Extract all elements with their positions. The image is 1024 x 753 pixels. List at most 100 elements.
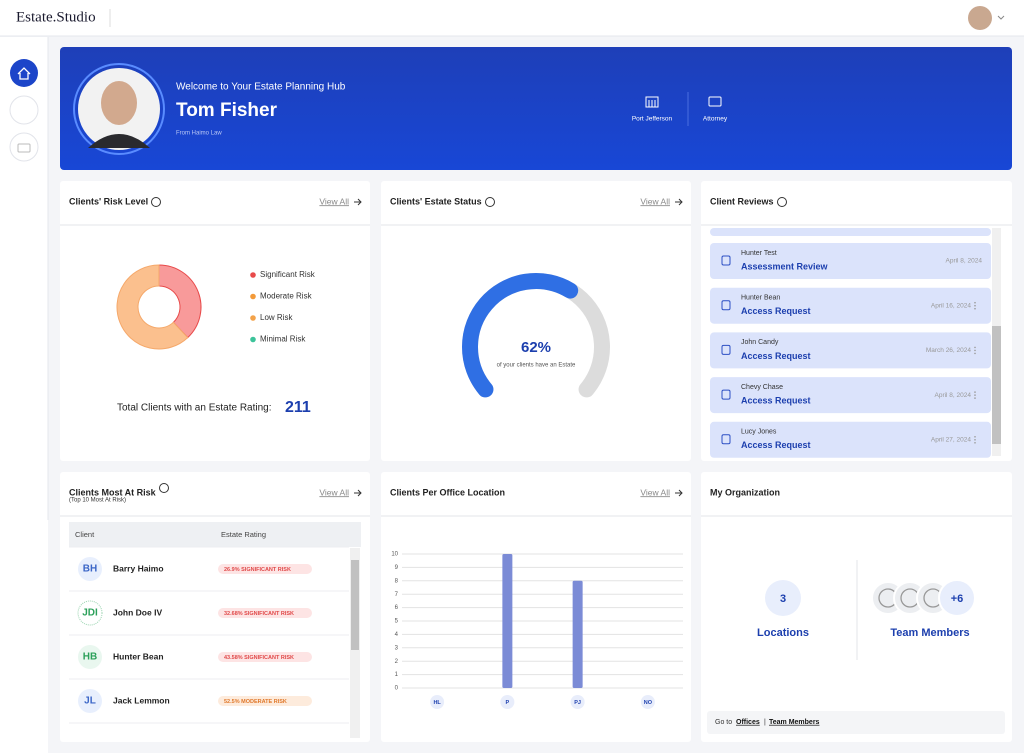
legend-label: Minimal Risk xyxy=(260,335,306,344)
more-dot xyxy=(974,436,976,438)
y-tick-label: 8 xyxy=(395,578,399,584)
y-tick-label: 7 xyxy=(395,592,399,598)
legend-label: Moderate Risk xyxy=(260,292,313,301)
more-dot xyxy=(974,394,976,396)
review-type: Access Request xyxy=(741,440,811,450)
client-initials: BH xyxy=(83,564,97,575)
y-tick-label: 0 xyxy=(395,686,399,692)
team-label: Team Members xyxy=(890,627,969,639)
review-date: April 8, 2024 xyxy=(935,392,972,399)
team-link[interactable]: Team Members xyxy=(769,719,820,726)
review-type: Access Request xyxy=(741,306,811,316)
legend-dot xyxy=(250,293,256,300)
review-icon xyxy=(721,344,731,355)
user-avatar[interactable] xyxy=(968,6,992,30)
legend-dot xyxy=(250,272,256,278)
nav-clients[interactable] xyxy=(9,95,39,125)
review-type: Assessment Review xyxy=(741,261,829,271)
user-menu-caret[interactable] xyxy=(997,15,1005,20)
nav-cases[interactable] xyxy=(9,132,39,162)
donut-segment xyxy=(116,264,189,350)
locations-badge xyxy=(765,580,801,616)
card-title: Clients' Estate Status xyxy=(390,196,482,206)
gauge-caption: of your clients have an Estate xyxy=(497,363,576,369)
footer-separator: | xyxy=(764,719,766,726)
column-header: Estate Rating xyxy=(221,530,266,539)
review-date: April 8, 2024 xyxy=(946,258,983,265)
offices-link[interactable]: Offices xyxy=(736,719,760,726)
client-name: Barry Haimo xyxy=(113,563,164,573)
legend-dot xyxy=(250,315,256,321)
more-dot xyxy=(974,439,976,441)
card-title: Client Reviews xyxy=(710,196,774,206)
x-tick-badge xyxy=(500,695,515,709)
locations-label: Locations xyxy=(757,627,809,639)
building-icon xyxy=(645,96,659,108)
review-name: Hunter Test xyxy=(741,250,777,257)
briefcase-icon xyxy=(708,96,722,107)
review-icon xyxy=(721,300,731,311)
client-avatar xyxy=(77,600,103,626)
view-all-link[interactable]: View All xyxy=(640,487,670,497)
arrow-icon xyxy=(354,198,362,206)
nav-home[interactable] xyxy=(10,59,38,87)
scrollbar-thumb[interactable] xyxy=(351,560,359,650)
review-name: Hunter Bean xyxy=(741,295,780,302)
total-value: 211 xyxy=(285,399,311,416)
info-icon xyxy=(151,197,161,207)
card xyxy=(381,181,691,461)
more-dot xyxy=(974,352,976,355)
client-name: Hunter Bean xyxy=(113,651,164,661)
more-dot xyxy=(974,301,976,304)
arrow-icon xyxy=(675,198,683,206)
home-icon xyxy=(17,67,31,80)
review-date: March 26, 2024 xyxy=(926,347,972,354)
client-initials: HB xyxy=(83,652,97,663)
x-tick-badge xyxy=(570,695,585,709)
x-tick-badge xyxy=(430,695,445,709)
review-item[interactable] xyxy=(710,332,991,369)
review-item[interactable] xyxy=(710,243,991,279)
card-title: Clients Most At Risk xyxy=(69,487,157,497)
review-date: April 27, 2024 xyxy=(931,437,971,444)
x-tick-badge xyxy=(640,695,655,709)
legend-label: Low Risk xyxy=(260,313,293,322)
scrollbar-thumb[interactable] xyxy=(992,326,1001,444)
x-tick-label: P xyxy=(506,700,510,706)
more-dot xyxy=(974,349,976,352)
card-title: My Organization xyxy=(710,487,780,497)
card-subtitle: (Top 10 Most At Risk) xyxy=(69,498,126,504)
arrow-icon xyxy=(675,489,683,497)
footer-text: Go to xyxy=(715,719,732,726)
donut-segment xyxy=(158,264,202,339)
review-item[interactable] xyxy=(710,377,991,414)
more-dot xyxy=(974,346,976,349)
view-all-link[interactable]: View All xyxy=(319,487,349,497)
top-bar xyxy=(0,0,1024,36)
team-more: +6 xyxy=(951,593,964,605)
hero-firm: From Haimo Law xyxy=(176,131,222,137)
client-name: Jack Lemmon xyxy=(113,695,170,705)
review-item[interactable] xyxy=(710,287,991,324)
y-tick-label: 9 xyxy=(395,565,399,571)
hero-role: Attorney xyxy=(703,116,728,123)
hero-photo-ring xyxy=(73,63,165,155)
client-name: John Doe IV xyxy=(113,607,162,617)
rating-badge xyxy=(218,564,312,574)
case-icon xyxy=(17,143,31,153)
rating-badge xyxy=(218,696,312,706)
card-title: Clients' Risk Level xyxy=(69,196,148,206)
card-title: Clients Per Office Location xyxy=(390,487,505,497)
review-date: April 16, 2024 xyxy=(931,302,971,309)
view-all-link[interactable]: View All xyxy=(640,196,670,206)
rating-text: 52.5% MODERATE RISK xyxy=(224,699,287,705)
hero-face xyxy=(101,81,137,125)
view-all-link[interactable]: View All xyxy=(319,196,349,206)
review-item[interactable] xyxy=(710,421,991,458)
x-tick-label: PJ xyxy=(574,700,581,706)
review-type: Access Request xyxy=(741,395,811,405)
y-tick-label: 2 xyxy=(395,659,399,665)
more-dot xyxy=(974,304,976,307)
